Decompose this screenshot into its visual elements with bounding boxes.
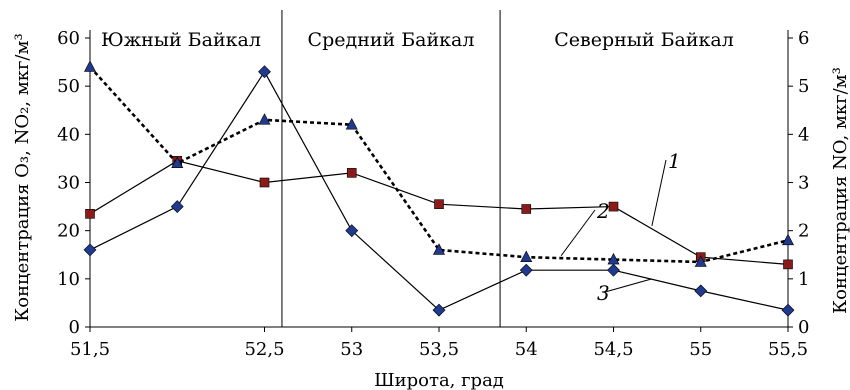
- region-label: Южный Байкал: [101, 29, 261, 51]
- x-tick-label: 52,5: [244, 339, 284, 360]
- y-left-tick-label: 50: [57, 76, 80, 97]
- x-tick-label: 55: [689, 339, 712, 360]
- series-2-point: [433, 243, 445, 255]
- series-1-point: [346, 168, 357, 178]
- series-3-point: [607, 263, 620, 277]
- y-left-tick-label: 60: [57, 28, 80, 49]
- series-1-point: [85, 209, 95, 219]
- y-left-tick-label: 10: [57, 269, 80, 290]
- x-tick-label: 53,5: [419, 339, 459, 360]
- y-right-tick-label: 0: [798, 317, 809, 338]
- series-2-point: [782, 233, 794, 246]
- curve-label-leader: [651, 159, 667, 226]
- axes: 0 10 20 30 40 50 60 0 1 2 3 4 5 6 51,5 52,5 53 53,5 54 54,5…: [57, 28, 809, 360]
- curve-label-leader: [604, 278, 653, 293]
- y-right-tick-label: 6: [798, 28, 809, 49]
- series-2-line: [89, 66, 789, 264]
- x-tick-label: 51,5: [70, 339, 110, 360]
- region-label: Средний Байкал: [308, 29, 475, 51]
- region-dividers: [281, 10, 501, 327]
- x-tick-label: 54: [515, 339, 538, 360]
- region-label: Северный Байкал: [554, 29, 734, 51]
- series-3-point: [258, 65, 271, 79]
- y-right-tick-label: 1: [798, 269, 809, 290]
- series-3-point: [170, 200, 184, 214]
- series-3-point: [432, 303, 446, 317]
- series-1-point: [608, 201, 619, 212]
- curve-label-2: 2: [596, 199, 610, 223]
- series-2-point: [258, 113, 271, 125]
- series-2-point: [171, 156, 184, 169]
- series-2-point: [694, 255, 707, 267]
- series-2-point: [520, 250, 533, 262]
- series-3-point: [345, 224, 359, 238]
- series-3-point: [694, 284, 708, 298]
- y-right-tick-label: 2: [798, 221, 809, 242]
- y-right-tick-label: 5: [798, 76, 809, 97]
- series-1-point: [259, 177, 270, 188]
- x-tick-label: 55,5: [768, 339, 808, 360]
- curve-label-3: 3: [597, 281, 610, 305]
- y-right-axis-title: Концентрация NO, мкг/м³: [830, 67, 850, 314]
- x-tick-label: 53: [340, 339, 363, 360]
- series-2-point: [84, 60, 96, 72]
- series-2-point: [345, 118, 358, 130]
- y-left-axis-title: Концентрация O₃, NO₂, мкг/м³: [12, 33, 33, 321]
- series-1-point: [783, 259, 793, 270]
- y-left-tick-label: 0: [69, 317, 80, 338]
- series-3-point: [519, 263, 533, 277]
- x-tick-label: 54,5: [593, 339, 633, 360]
- series-3-point: [781, 303, 795, 317]
- series-layer: [83, 60, 795, 317]
- y-right-tick-label: 4: [798, 124, 809, 145]
- y-left-tick-label: 40: [57, 124, 80, 145]
- series-1-point: [521, 204, 532, 214]
- series-3-point: [83, 243, 97, 257]
- y-right-tick-label: 3: [798, 173, 809, 194]
- curve-label-leader: [560, 209, 596, 257]
- curve-label-1: 1: [668, 149, 681, 173]
- y-left-tick-label: 20: [57, 221, 80, 242]
- series-1-point: [434, 199, 444, 209]
- labels-layer: Южный Байкал Средний Байкал Северный Байка…: [12, 29, 850, 390]
- y-left-tick-label: 30: [57, 173, 80, 194]
- x-axis-title: Широта, град: [374, 370, 504, 390]
- series-3-line: [89, 70, 789, 311]
